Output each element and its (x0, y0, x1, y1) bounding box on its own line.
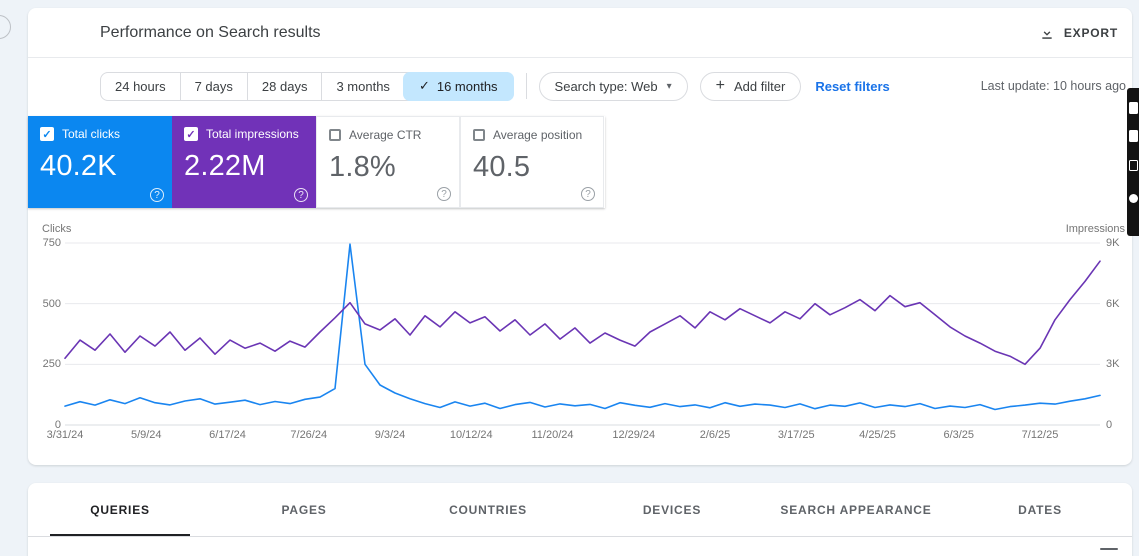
panel-header: Performance on Search results EXPORT (28, 8, 1132, 58)
add-filter-chip[interactable]: + Add filter (699, 71, 802, 101)
metric-card-average-position[interactable]: Average position 40.5? (460, 116, 604, 208)
metric-card-total-clicks[interactable]: ✓ Total clicks 40.2K? (28, 116, 172, 208)
left-axis-title: Clicks (42, 223, 72, 235)
tab-countries[interactable]: COUNTRIES (449, 502, 527, 517)
metric-cards: ✓ Total clicks 40.2K? ✓ Total impressions 2.2… (28, 116, 605, 208)
left-axis-tick: 750 (42, 237, 61, 249)
left-axis-tick: 250 (42, 358, 61, 371)
last-update-text: Last update: 10 hours ago (980, 79, 1126, 93)
export-label: EXPORT (1063, 25, 1118, 40)
chevron-down-icon: ▾ (666, 80, 672, 92)
tab-pages[interactable]: PAGES (281, 502, 327, 517)
date-range-label: 28 days (261, 78, 308, 94)
extension-toolbar[interactable] (1127, 88, 1139, 236)
table-dash (1100, 548, 1118, 550)
x-axis-tick: 6/3/25 (943, 429, 975, 441)
search-type-label: Search type: Web (554, 78, 658, 94)
date-range-label: 3 months (336, 78, 390, 94)
metric-label: Average CTR (349, 128, 422, 142)
date-range-label: 7 days (194, 78, 233, 94)
x-axis-tick: 10/12/24 (449, 429, 493, 441)
collapsed-nav-button[interactable] (0, 15, 11, 39)
date-range-16-months[interactable]: ✓ 16 months (402, 71, 514, 101)
series-total-impressions (64, 260, 1101, 366)
date-range-24-hours[interactable]: 24 hours (101, 73, 180, 100)
filter-bar: 24 hours 7 days 28 days 3 months ✓ 16 months … (100, 71, 1126, 101)
help-icon[interactable]: ? (150, 188, 164, 202)
toolbar-icon[interactable] (1129, 102, 1138, 114)
metric-card-average-ctr[interactable]: Average CTR 1.8%? (316, 116, 460, 208)
checked-checkbox-icon[interactable]: ✓ (184, 127, 198, 141)
filter-divider (525, 73, 527, 99)
date-range-3-months[interactable]: 3 months (321, 72, 403, 100)
checked-checkbox-icon[interactable]: ✓ (40, 127, 54, 141)
metric-value: 1.8% (329, 151, 396, 183)
unchecked-checkbox-icon[interactable] (473, 129, 485, 141)
toolbar-icon[interactable] (1129, 160, 1138, 171)
download-icon (1039, 25, 1055, 41)
plus-icon: + (715, 77, 726, 94)
x-axis-tick: 7/26/24 (290, 429, 328, 441)
unchecked-checkbox-icon[interactable] (329, 129, 341, 141)
x-axis-tick: 2/6/25 (699, 429, 731, 441)
metric-value: 40.2K (40, 150, 117, 182)
x-axis-tick: 3/17/25 (777, 429, 815, 441)
check-icon: ✓ (418, 78, 430, 93)
metric-card-total-impressions[interactable]: ✓ Total impressions 2.22M? (172, 116, 316, 208)
x-axis-tick: 7/12/25 (1021, 429, 1059, 441)
metric-label: Total clicks (62, 127, 121, 141)
toolbar-icon[interactable] (1129, 130, 1138, 142)
date-range-selector: 24 hours 7 days 28 days 3 months ✓ 16 months (100, 71, 514, 101)
tab-devices[interactable]: DEVICES (642, 502, 702, 517)
date-range-label: 16 months (436, 78, 498, 94)
gear-icon[interactable] (1129, 194, 1138, 203)
tabs-divider (28, 536, 1132, 537)
page-title: Performance on Search results (100, 23, 321, 41)
x-axis-tick: 12/29/24 (612, 429, 656, 441)
series-total-clicks (64, 243, 1101, 411)
performance-chart[interactable]: Clicks Impressions 0 0 250 3K 500 6K 750 9K 3/31… (28, 223, 1132, 455)
tab-dates[interactable]: DATES (1018, 502, 1062, 517)
date-range-label: 24 hours (115, 78, 166, 94)
metric-value: 40.5 (473, 151, 531, 183)
tab-queries[interactable]: QUERIES (28, 483, 212, 536)
left-axis-tick: 500 (42, 297, 61, 310)
date-range-28-days[interactable]: 28 days (246, 72, 322, 100)
x-axis-tick: 5/9/24 (130, 429, 162, 441)
x-axis-tick: 9/3/24 (374, 429, 406, 441)
help-icon[interactable]: ? (437, 187, 451, 201)
metric-label: Total impressions (206, 127, 299, 141)
help-icon[interactable]: ? (294, 188, 308, 202)
x-axis-tick: 6/17/24 (209, 429, 246, 441)
dimension-tabs: QUERIES PAGES COUNTRIES DEVICES SEARCH APPEA… (28, 483, 1132, 536)
right-axis-title: Impressions (1065, 223, 1125, 235)
metric-value: 2.22M (184, 150, 266, 182)
export-button[interactable]: EXPORT (1039, 25, 1118, 41)
tab-search-appearance[interactable]: SEARCH APPEARANCE (780, 502, 932, 517)
metric-label: Average position (493, 128, 583, 142)
chart-canvas[interactable] (28, 223, 1132, 455)
date-range-7-days[interactable]: 7 days (179, 72, 247, 100)
right-axis-tick: 6K (1106, 297, 1120, 310)
x-axis-tick: 4/25/25 (859, 429, 896, 441)
add-filter-label: Add filter (734, 78, 786, 94)
x-axis-tick: 11/20/24 (531, 429, 574, 441)
right-axis-tick: 3K (1106, 358, 1120, 371)
help-icon[interactable]: ? (581, 187, 595, 201)
x-axis-tick: 3/31/24 (46, 429, 84, 441)
search-type-chip[interactable]: Search type: Web ▾ (538, 71, 688, 101)
reset-filters-link[interactable]: Reset filters (815, 78, 890, 94)
right-axis-tick: 0 (1106, 419, 1113, 431)
performance-panel: Performance on Search results EXPORT 24 … (28, 8, 1132, 465)
dimensions-panel: QUERIES PAGES COUNTRIES DEVICES SEARCH APPEA… (28, 483, 1132, 556)
right-axis-tick: 9K (1106, 237, 1120, 249)
left-axis-tick: 0 (54, 419, 61, 431)
